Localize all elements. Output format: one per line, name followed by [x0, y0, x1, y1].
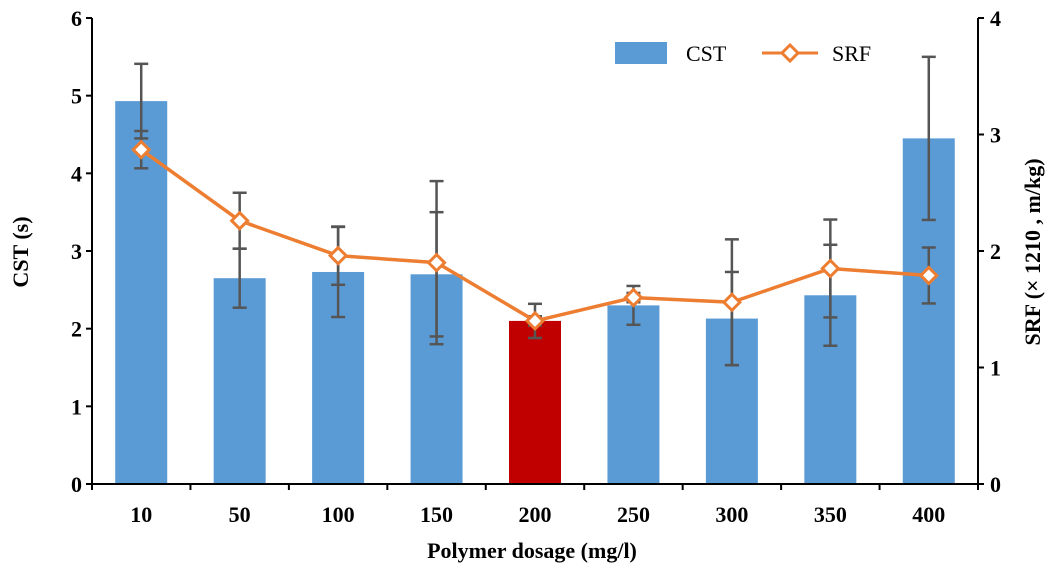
y2-axis-title: SRF (× 1210 , m/kg) — [1020, 158, 1045, 345]
x-tick-label-300: 300 — [715, 502, 748, 527]
y-tick-label-4: 4 — [71, 161, 82, 186]
y2-tick-label-2: 2 — [990, 239, 1001, 264]
srf-point-200 — [524, 310, 546, 332]
x-tick-label-350: 350 — [814, 502, 847, 527]
y-tick-label-5: 5 — [71, 84, 82, 109]
srf-line-layer — [131, 139, 939, 332]
x-tick-label-50: 50 — [229, 502, 251, 527]
bars-layer — [115, 101, 955, 484]
x-tick-label-150: 150 — [420, 502, 453, 527]
y2-tick-label-0: 0 — [990, 472, 1001, 497]
x-tick-label-200: 200 — [519, 502, 552, 527]
srf-point-10 — [131, 139, 152, 160]
y-tick-label-3: 3 — [71, 239, 82, 264]
srf-point-350 — [820, 258, 841, 279]
legend-swatch-srf-marker — [779, 42, 801, 64]
srf-point-400 — [918, 265, 939, 286]
srf-point-250 — [623, 287, 644, 308]
x-tick-label-250: 250 — [617, 502, 650, 527]
bar-cst-50 — [213, 278, 266, 484]
legend-label-srf: SRF — [832, 41, 871, 66]
legend: CST SRF — [615, 41, 871, 66]
y-tick-label-1: 1 — [71, 394, 82, 419]
y-tick-label-6: 6 — [71, 6, 82, 31]
y-axis-title: CST (s) — [8, 216, 33, 287]
srf-point-50 — [229, 210, 250, 231]
y2-tick-label-3: 3 — [990, 123, 1001, 148]
error-bar-cst-400 — [921, 55, 936, 222]
y-tick-label-2: 2 — [71, 317, 82, 342]
srf-point-300 — [721, 292, 743, 313]
x-axis-title: Polymer dosage (mg/l) — [427, 538, 637, 563]
ticks-layer: 0 1 2 3 4 5 6 0 1 2 3 4 10 50 100 150 200 250 300 350 400 — [71, 6, 1001, 527]
bar-cst-250 — [607, 305, 660, 484]
y-tick-label-0: 0 — [71, 472, 82, 497]
srf-point-150 — [426, 252, 447, 273]
x-tick-label-10: 10 — [130, 502, 152, 527]
srf-point-100 — [327, 245, 349, 266]
x-tick-label-400: 400 — [912, 502, 945, 527]
bar-cst-200 — [509, 320, 561, 484]
legend-swatch-cst — [615, 42, 667, 64]
x-tick-label-100: 100 — [322, 502, 355, 527]
legend-label-cst: CST — [686, 41, 727, 66]
y2-tick-label-1: 1 — [990, 356, 1001, 381]
y2-tick-label-4: 4 — [990, 6, 1001, 31]
